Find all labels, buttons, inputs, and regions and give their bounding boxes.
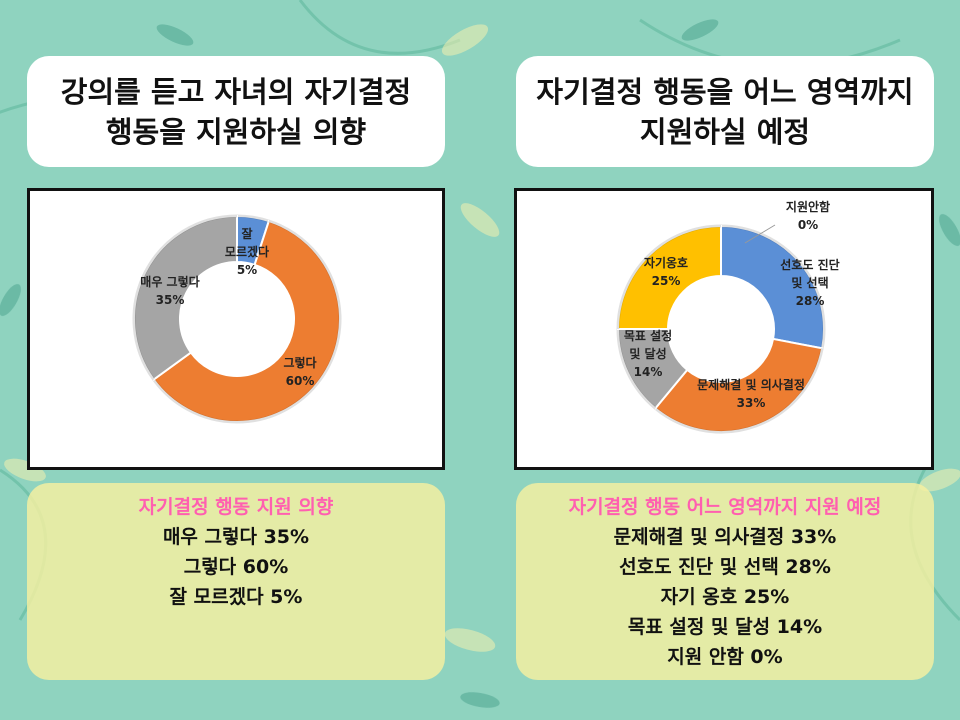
right-slice-rim-1 xyxy=(720,224,826,349)
right-label-3: 목표 설정 및 달성 14% xyxy=(624,328,672,379)
right-label-4: 자기옹호 25% xyxy=(644,255,688,288)
left-title: 강의를 듣고 자녀의 자기결정 행동을 지원하실 의향 xyxy=(27,56,445,167)
left-label-1: 그렇다 60% xyxy=(283,355,316,388)
right-donut-chart: 지원안함 0% 선호도 진단 및 선택 28% 문제해결 및 의사결정 33% 목표 설정 및 … xyxy=(514,188,934,470)
right-slice-1 xyxy=(720,224,825,350)
right-slice-rim-4 xyxy=(616,224,722,330)
right-slice-2 xyxy=(653,337,824,433)
left-slice-1 xyxy=(152,219,341,423)
left-label-2: 매우 그렇다 35% xyxy=(140,274,199,307)
left-summary-line: 잘 모르겠다 5% xyxy=(169,586,303,608)
right-summary-line: 목표 설정 및 달성 14% xyxy=(627,616,823,638)
right-summary-panel: 자기결정 행동 어느 영역까지 지원 예정 문제해결 및 의사결정 33% 선호… xyxy=(516,483,934,680)
left-donut-chart: 잘 모르겠다 5% 그렇다 60% 매우 그렇다 35% xyxy=(27,188,445,470)
right-summary-line: 자기 옹호 25% xyxy=(660,586,790,608)
right-leader-line xyxy=(744,224,776,244)
left-label-0: 잘 모르겠다 5% xyxy=(225,227,269,277)
right-slice-rim-3 xyxy=(616,328,657,410)
left-slice-rim-2 xyxy=(132,214,238,381)
right-summary-heading: 자기결정 행동 어느 영역까지 지원 예정 xyxy=(568,496,882,518)
left-summary-panel: 자기결정 행동 지원 의향 매우 그렇다 35% 그렇다 60% 잘 모르겠다 … xyxy=(27,483,445,680)
left-slice-rim-1 xyxy=(152,219,342,424)
right-slice-4 xyxy=(616,224,722,330)
right-slice-rim-2 xyxy=(654,348,824,434)
right-summary-line: 선호도 진단 및 선택 28% xyxy=(619,556,831,578)
left-summary-line: 그렇다 60% xyxy=(183,556,289,578)
right-title: 자기결정 행동을 어느 영역까지 지원하실 예정 xyxy=(516,56,934,167)
right-summary-line: 문제해결 및 의사결정 33% xyxy=(613,526,837,548)
left-summary-heading: 자기결정 행동 지원 의향 xyxy=(138,496,334,518)
left-summary-line: 매우 그렇다 35% xyxy=(162,526,310,548)
right-label-0: 지원안함 0% xyxy=(786,199,830,232)
right-label-1: 선호도 진단 및 선택 28% xyxy=(780,257,839,308)
right-summary-line: 지원 안함 0% xyxy=(667,646,783,668)
left-slice-2 xyxy=(133,214,238,381)
right-label-2: 문제해결 및 의사결정 33% xyxy=(697,377,805,410)
